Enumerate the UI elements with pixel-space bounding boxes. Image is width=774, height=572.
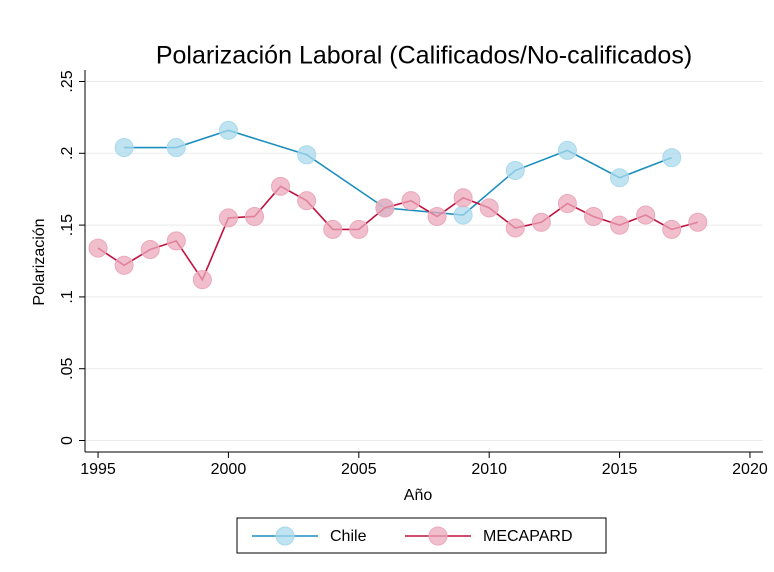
marker — [375, 198, 395, 218]
marker — [557, 194, 577, 214]
marker — [88, 238, 108, 258]
y-tick-label: .2 — [59, 147, 76, 160]
legend-marker — [428, 526, 448, 546]
x-axis-label: Año — [404, 487, 433, 504]
marker — [192, 270, 212, 290]
marker — [297, 145, 317, 165]
marker — [557, 140, 577, 160]
legend-label: Chile — [330, 528, 367, 545]
marker — [453, 205, 473, 225]
legend-label: MECAPARD — [483, 528, 573, 545]
x-tick-label: 2020 — [732, 461, 768, 478]
marker — [662, 219, 682, 239]
marker — [531, 212, 551, 232]
marker — [610, 168, 630, 188]
y-tick-label: .25 — [59, 70, 76, 92]
marker — [166, 138, 186, 158]
y-axis-label: Polarización — [31, 218, 48, 305]
x-tick-label: 2000 — [211, 461, 247, 478]
marker — [271, 176, 291, 196]
legend-marker — [275, 526, 295, 546]
series-line — [97, 185, 699, 282]
marker — [218, 120, 238, 140]
y-tick-label: .15 — [59, 214, 76, 236]
marker — [505, 161, 525, 181]
marker — [688, 212, 708, 232]
marker — [479, 198, 499, 218]
marker — [584, 206, 603, 226]
y-tick-label: .1 — [59, 290, 76, 303]
marker — [218, 208, 238, 228]
series-line — [124, 129, 673, 216]
y-tick-label: 0 — [59, 436, 76, 445]
marker — [427, 206, 447, 226]
marker — [297, 191, 317, 211]
marker — [140, 240, 160, 260]
x-tick-label: 1995 — [80, 461, 116, 478]
y-tick-label: .05 — [59, 357, 76, 379]
marker — [662, 148, 682, 168]
chart-title: Polarización Laboral (Calificados/No-cal… — [156, 42, 692, 70]
marker — [453, 188, 473, 208]
marker — [114, 138, 134, 158]
marker — [323, 219, 343, 239]
marker — [636, 205, 656, 225]
x-tick-label: 2005 — [341, 461, 377, 478]
marker — [401, 191, 421, 211]
marker — [505, 218, 525, 238]
marker — [349, 219, 369, 239]
x-tick-label: 2010 — [471, 461, 507, 478]
x-tick-label: 2015 — [602, 461, 638, 478]
marker — [166, 231, 186, 251]
marker — [610, 215, 630, 235]
marker — [114, 255, 134, 275]
marker — [245, 206, 264, 226]
